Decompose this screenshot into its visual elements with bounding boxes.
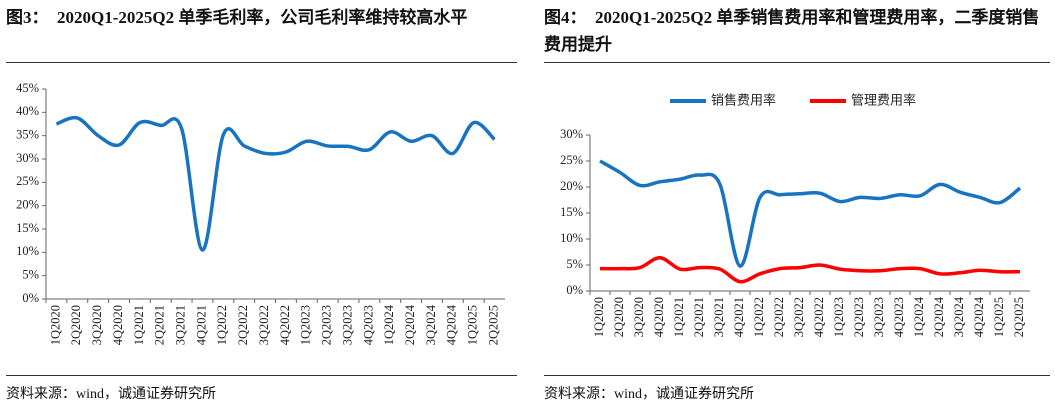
y-tick-label: 5%: [566, 257, 583, 271]
x-tick-label: 3Q2023: [872, 297, 886, 337]
x-tick-label: 1Q2025: [466, 305, 480, 345]
x-tick-label: 3Q2022: [792, 297, 806, 337]
y-tick-label: 10%: [560, 231, 583, 245]
line: [599, 255, 1021, 284]
y-tick-label: 20%: [560, 179, 583, 193]
x-tick-label: 2Q2020: [69, 305, 83, 345]
x-tick-label: 4Q2024: [445, 304, 459, 345]
y-tick-label: 0%: [566, 283, 583, 297]
x-tick-label: 1Q2024: [382, 304, 396, 345]
x-tick-label: 3Q2021: [712, 297, 726, 337]
x-tick-label: 3Q2024: [424, 304, 438, 345]
x-tick-label: 1Q2022: [752, 297, 766, 337]
chart-title: 图3： 2020Q1-2025Q2 单季毛利率，公司毛利率维持较高水平: [6, 8, 468, 27]
x-tick-label: 2Q2025: [1012, 297, 1026, 337]
rule: [6, 62, 517, 63]
x-tick-label: 1Q2023: [299, 305, 313, 345]
x-tick-label: 3Q2023: [340, 305, 354, 345]
y-tick-label: 45%: [16, 81, 39, 95]
x-tick-label: 3Q2021: [173, 305, 187, 345]
x-tick-label: 1Q2025: [992, 297, 1006, 337]
x-tick-label: 2Q2022: [236, 305, 250, 345]
x-tick-label: 4Q2022: [278, 305, 292, 345]
x-tick-label: 1Q2021: [132, 305, 146, 345]
x-tick-label: 2Q2023: [320, 305, 334, 345]
x-tick-label: 4Q2023: [361, 305, 375, 345]
legend-label: 销售费用率: [711, 93, 776, 109]
source: 资料来源：wind，诚通证券研究所: [544, 387, 754, 402]
x-tick-label: 4Q2020: [111, 305, 125, 345]
y-tick-label: 20%: [16, 198, 39, 212]
x-tick-label: 2Q2021: [153, 305, 167, 345]
y-tick-label: 15%: [16, 221, 39, 235]
x-tick-label: 1Q2021: [672, 297, 686, 337]
y-tick-label: 15%: [560, 205, 583, 219]
y-tick-label: 25%: [560, 153, 583, 167]
x-tick-label: 3Q2020: [90, 305, 104, 345]
y-tick-label: 5%: [22, 268, 39, 282]
x-tick-label: 4Q2022: [812, 297, 826, 337]
rule: [544, 375, 1050, 376]
line: [599, 159, 1022, 268]
x-tick-label: 3Q2020: [632, 297, 646, 337]
line: [55, 115, 496, 252]
x-tick-label: 3Q2022: [257, 305, 271, 345]
y-tick-label: 25%: [16, 174, 39, 188]
y-tick-label: 0%: [22, 291, 39, 305]
chart-title: 图4： 2020Q1-2025Q2 单季销售费用率和管理费用率，二季度销售费用提…: [544, 8, 1040, 54]
y-tick-label: 40%: [16, 104, 39, 118]
y-tick-label: 30%: [560, 127, 583, 141]
legend-label: 管理费用率: [851, 93, 916, 109]
y-tick-label: 35%: [16, 128, 39, 142]
x-tick-label: 1Q2020: [592, 297, 606, 337]
x-tick-label: 2Q2023: [852, 297, 866, 337]
x-tick-label: 2Q2021: [692, 297, 706, 337]
x-tick-label: 4Q2021: [732, 297, 746, 337]
x-tick-label: 1Q2022: [215, 305, 229, 345]
x-tick-label: 1Q2024: [912, 296, 926, 337]
source: 资料来源：wind，诚通证券研究所: [6, 387, 216, 402]
x-tick-label: 1Q2020: [48, 305, 62, 345]
rule: [544, 62, 1050, 63]
x-tick-label: 2Q2020: [612, 297, 626, 337]
x-tick-label: 2Q2022: [772, 297, 786, 337]
x-tick-label: 4Q2023: [892, 297, 906, 337]
y-tick-label: 30%: [16, 151, 39, 165]
x-tick-label: 4Q2021: [194, 305, 208, 345]
x-tick-label: 1Q2023: [832, 297, 846, 337]
x-tick-label: 3Q2024: [952, 296, 966, 337]
x-tick-label: 2Q2025: [486, 305, 500, 345]
rule: [6, 375, 517, 376]
x-tick-label: 2Q2024: [932, 296, 946, 337]
y-tick-label: 10%: [16, 244, 39, 258]
x-tick-label: 2Q2024: [403, 304, 417, 345]
x-tick-label: 4Q2024: [972, 296, 986, 337]
x-tick-label: 4Q2020: [652, 297, 666, 337]
